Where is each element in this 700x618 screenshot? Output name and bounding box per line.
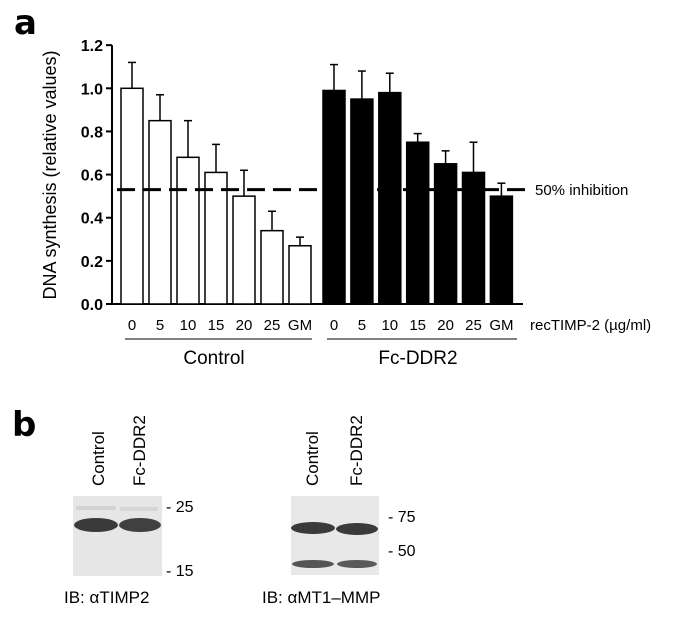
panel-b-label: b [12, 405, 36, 445]
category-label: 20 [437, 317, 454, 334]
y-tick-label: 1.2 [81, 38, 103, 55]
y-tick-label: 0.0 [81, 297, 103, 314]
blot1-lane-fc-ddr2: Fc-DDR2 [130, 415, 149, 486]
bar-fc-ddr2-25 [461, 171, 486, 305]
bar-fc-ddr2-gm [489, 195, 514, 305]
category-label: 15 [208, 317, 225, 334]
bar-control-10 [176, 156, 200, 305]
blot2-lane-control: Control [303, 431, 322, 486]
category-labels: 0 5 10 15 20 25 GM 0 5 10 15 20 25 GM [128, 317, 514, 334]
category-label: GM [288, 317, 312, 334]
y-axis-label: DNA synthesis (relative values) [40, 50, 60, 299]
category-label: 25 [465, 317, 482, 334]
category-label: 15 [409, 317, 426, 334]
blot2-lane-fc-ddr2: Fc-DDR2 [347, 415, 366, 486]
bar-fc-ddr2-0 [322, 89, 346, 305]
category-label: 20 [236, 317, 253, 334]
bar-control-0 [120, 87, 144, 305]
blot1-caption: IB: αTIMP2 [64, 588, 149, 607]
blot1-lane-control: Control [89, 431, 108, 486]
bar-control-20 [232, 195, 256, 305]
category-label: 10 [180, 317, 197, 334]
reference-line-label: 50% inhibition [535, 182, 628, 199]
group-label-control: Control [183, 348, 244, 369]
bar-fc-ddr2-5 [350, 98, 374, 305]
group-label-fc-ddr2: Fc-DDR2 [378, 348, 457, 369]
bar-control-15 [204, 171, 228, 305]
category-label: 10 [381, 317, 398, 334]
y-tick-label: 1.0 [81, 81, 103, 98]
y-tick-label: 0.2 [81, 254, 103, 271]
blot2-marker-50: - 50 [388, 543, 416, 560]
bar-control-gm [288, 245, 312, 305]
category-label: 25 [264, 317, 281, 334]
panel-a-label: a [14, 3, 37, 43]
bars [120, 61, 514, 305]
category-label: GM [489, 317, 513, 334]
blot1-marker-25: - 25 [166, 499, 194, 516]
bar-fc-ddr2-20 [433, 163, 458, 305]
y-tick-label: 0.8 [81, 124, 103, 141]
y-tick-label: 0.4 [81, 211, 103, 228]
bar-fc-ddr2-10 [378, 91, 402, 305]
bar-control-5 [148, 119, 172, 305]
category-label: 5 [156, 317, 164, 334]
blot1-image [73, 496, 162, 576]
y-tick-label: 0.6 [81, 168, 103, 185]
category-label: 0 [128, 317, 136, 334]
category-label: 5 [358, 317, 366, 334]
bar-control-25 [260, 229, 284, 305]
blot2-marker-75: - 75 [388, 509, 416, 526]
blot1-marker-15: - 15 [166, 563, 194, 580]
category-label: 0 [330, 317, 338, 334]
x-axis-label: recTIMP-2 (µg/ml) [530, 317, 651, 334]
bar-fc-ddr2-15 [405, 141, 430, 305]
blot2-image [291, 496, 379, 575]
blot2-caption: IB: αMT1–MMP [262, 588, 380, 607]
